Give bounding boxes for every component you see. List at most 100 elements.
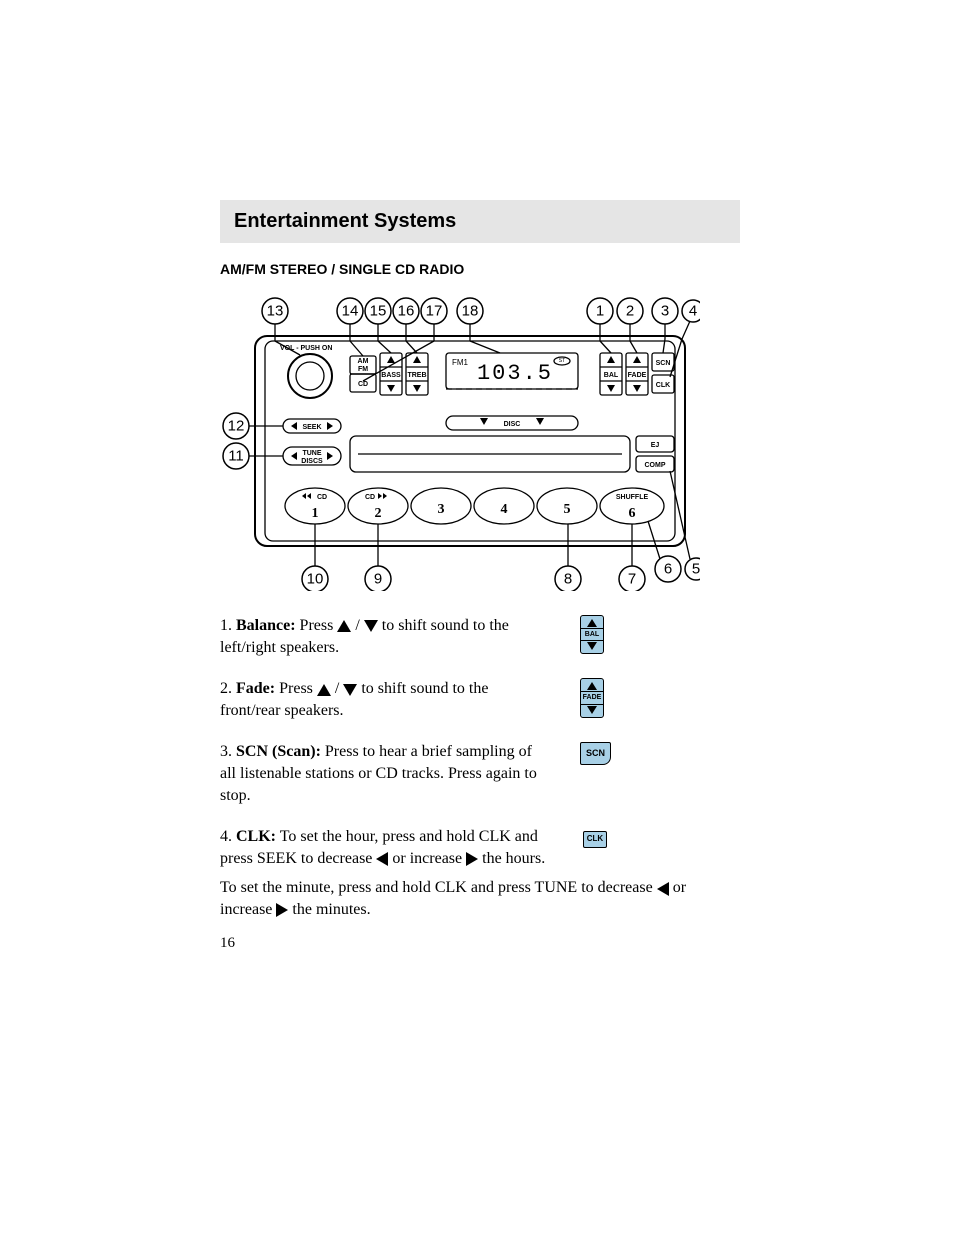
section-subtitle: AM/FM STEREO / SINGLE CD RADIO bbox=[220, 261, 740, 277]
instruction-3: 3. SCN (Scan): Press to hear a brief sam… bbox=[220, 741, 740, 806]
callout-10: 10 bbox=[302, 566, 328, 591]
content-area: Entertainment Systems AM/FM STEREO / SIN… bbox=[220, 200, 740, 952]
label: Fade: bbox=[236, 680, 275, 697]
svg-text:3: 3 bbox=[438, 502, 445, 517]
right-arrow-icon bbox=[466, 852, 478, 866]
num: 2. bbox=[220, 680, 236, 697]
callout-12: 12 bbox=[223, 413, 249, 439]
callout-5: 5 bbox=[685, 558, 700, 580]
down-arrow-icon bbox=[343, 684, 357, 696]
svg-text:FADE: FADE bbox=[628, 372, 647, 379]
num: 3. bbox=[220, 743, 236, 760]
svg-text:15: 15 bbox=[370, 303, 387, 320]
svg-text:4: 4 bbox=[501, 502, 508, 517]
svg-text:5: 5 bbox=[692, 561, 700, 578]
svg-text:2: 2 bbox=[626, 303, 634, 320]
svg-text:1: 1 bbox=[596, 303, 604, 320]
svg-text:103.5: 103.5 bbox=[477, 361, 553, 386]
callout-7: 7 bbox=[619, 566, 645, 591]
callout-3: 3 bbox=[652, 298, 678, 324]
svg-text:3: 3 bbox=[661, 303, 669, 320]
svg-text:CLK: CLK bbox=[656, 382, 670, 389]
svg-text:CD: CD bbox=[365, 494, 375, 501]
preset-2: CD 2 bbox=[348, 488, 408, 524]
svg-text:4: 4 bbox=[689, 303, 697, 320]
callout-18: 18 bbox=[457, 298, 483, 324]
svg-text:10: 10 bbox=[307, 571, 324, 588]
svg-text:17: 17 bbox=[426, 303, 443, 320]
instruction-1: 1. Balance: Press / to shift sound to th… bbox=[220, 615, 740, 658]
up-arrow-icon bbox=[317, 684, 331, 696]
callout-2: 2 bbox=[617, 298, 643, 324]
svg-text:BAL: BAL bbox=[604, 372, 619, 379]
svg-text:TUNE: TUNE bbox=[302, 450, 321, 457]
callout-6: 6 bbox=[655, 556, 681, 582]
callout-16: 16 bbox=[393, 298, 419, 324]
label: Balance: bbox=[236, 617, 296, 634]
header-bar: Entertainment Systems bbox=[220, 200, 740, 243]
preset-6: SHUFFLE 6 bbox=[600, 488, 664, 524]
callout-4: 4 bbox=[682, 300, 700, 322]
radio-diagram: 13 14 15 16 17 18 1 2 3 4 12 11 10 9 8 7… bbox=[220, 291, 700, 591]
svg-text:SCN: SCN bbox=[656, 360, 671, 367]
svg-text:BASS: BASS bbox=[381, 372, 401, 379]
page-title: Entertainment Systems bbox=[234, 210, 456, 232]
clk-button-icon: CLK bbox=[580, 826, 610, 869]
callout-15: 15 bbox=[365, 298, 391, 324]
bal-rocker-icon: BAL bbox=[580, 615, 610, 658]
preset-4: 4 bbox=[474, 488, 534, 524]
svg-text:13: 13 bbox=[267, 303, 284, 320]
svg-text:1: 1 bbox=[312, 506, 319, 521]
num: 4. bbox=[220, 828, 236, 845]
svg-text:CD: CD bbox=[358, 381, 368, 388]
svg-text:5: 5 bbox=[564, 502, 571, 517]
svg-text:SEEK: SEEK bbox=[302, 424, 321, 431]
svg-text:CD: CD bbox=[317, 494, 327, 501]
svg-text:11: 11 bbox=[228, 448, 244, 465]
svg-text:18: 18 bbox=[462, 303, 479, 320]
callout-13: 13 bbox=[262, 298, 288, 324]
left-arrow-icon bbox=[376, 852, 388, 866]
callout-11: 11 bbox=[223, 443, 249, 469]
callout-8: 8 bbox=[555, 566, 581, 591]
preset-5: 5 bbox=[537, 488, 597, 524]
instructions: 1. Balance: Press / to shift sound to th… bbox=[220, 615, 740, 921]
preset-3: 3 bbox=[411, 488, 471, 524]
left-arrow-icon bbox=[657, 882, 669, 896]
page-number: 16 bbox=[220, 935, 740, 952]
instruction-5: To set the minute, press and hold CLK an… bbox=[220, 877, 740, 920]
label: SCN (Scan): bbox=[236, 743, 321, 760]
svg-text:8: 8 bbox=[564, 571, 572, 588]
right-arrow-icon bbox=[276, 903, 288, 917]
svg-text:FM: FM bbox=[358, 366, 368, 373]
fade-rocker-icon: FADE bbox=[580, 678, 610, 721]
down-arrow-icon bbox=[364, 620, 378, 632]
label: CLK: bbox=[236, 828, 276, 845]
svg-text:DISCS: DISCS bbox=[301, 458, 323, 465]
callout-9: 9 bbox=[365, 566, 391, 591]
preset-1: CD 1 bbox=[285, 488, 345, 524]
instruction-2: 2. Fade: Press / to shift sound to the f… bbox=[220, 678, 740, 721]
svg-text:DISC: DISC bbox=[504, 421, 521, 428]
up-arrow-icon bbox=[337, 620, 351, 632]
callout-1: 1 bbox=[587, 298, 613, 324]
svg-text:COMP: COMP bbox=[645, 462, 666, 469]
callout-17: 17 bbox=[421, 298, 447, 324]
svg-text:2: 2 bbox=[375, 506, 382, 521]
svg-text:FM1: FM1 bbox=[452, 358, 469, 367]
instruction-4: 4. CLK: To set the hour, press and hold … bbox=[220, 826, 740, 869]
svg-text:TREB: TREB bbox=[407, 372, 426, 379]
svg-text:EJ: EJ bbox=[651, 442, 660, 449]
svg-text:6: 6 bbox=[629, 506, 636, 521]
svg-text:12: 12 bbox=[228, 418, 245, 435]
svg-text:AM: AM bbox=[358, 358, 369, 365]
callout-14: 14 bbox=[337, 298, 363, 324]
svg-text:SHUFFLE: SHUFFLE bbox=[616, 494, 649, 501]
svg-text:16: 16 bbox=[398, 303, 415, 320]
num: 1. bbox=[220, 617, 236, 634]
scn-button-icon: SCN bbox=[580, 741, 611, 806]
svg-text:6: 6 bbox=[664, 561, 672, 578]
svg-text:ST: ST bbox=[559, 358, 565, 364]
svg-text:7: 7 bbox=[628, 571, 636, 588]
svg-text:14: 14 bbox=[342, 303, 359, 320]
